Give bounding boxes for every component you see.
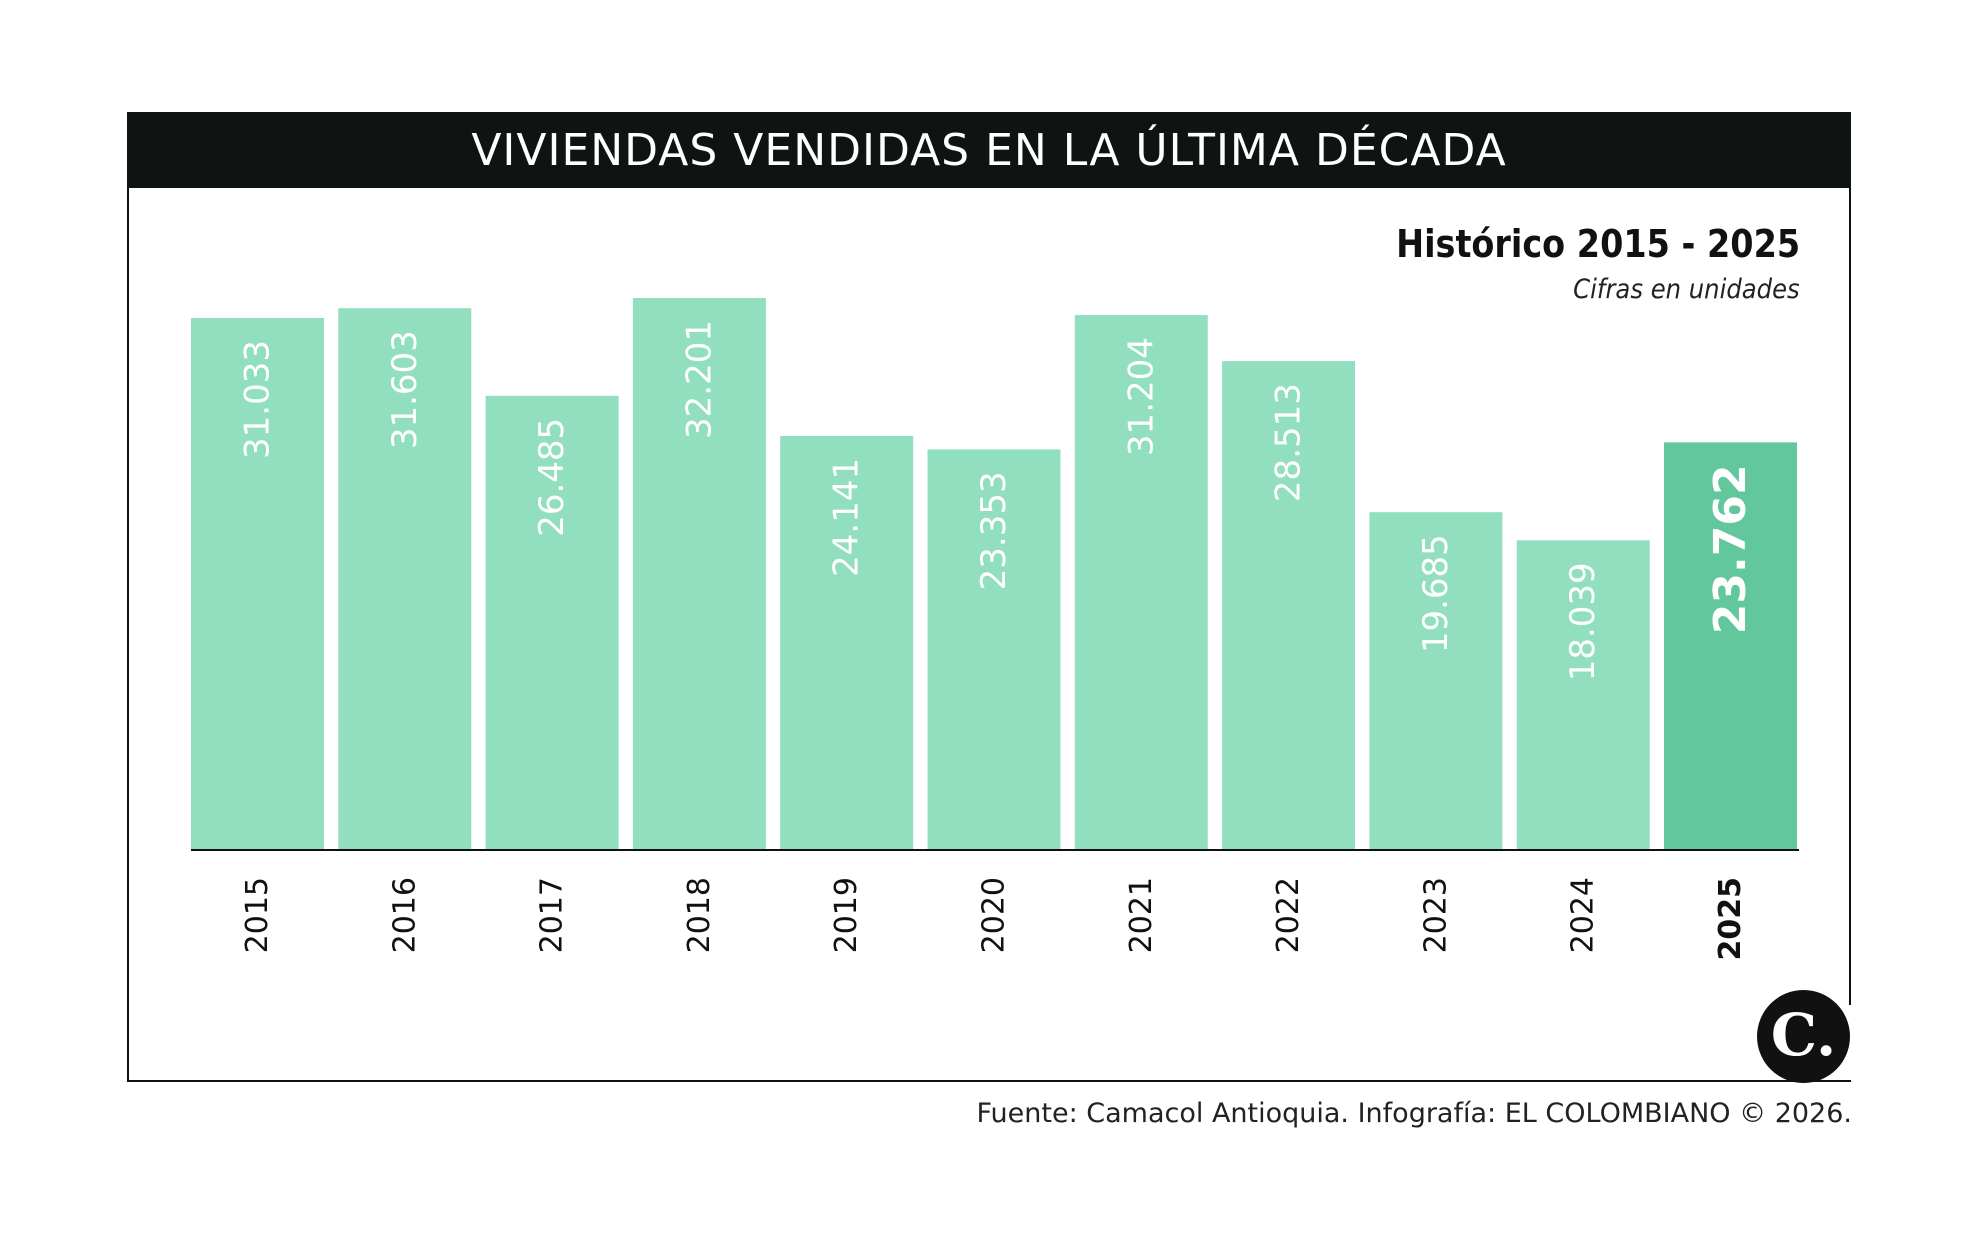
bar-2025 <box>1664 442 1797 849</box>
bar-2019 <box>780 435 914 849</box>
x-tick-label-2016: 2016 <box>387 877 422 953</box>
value-label-2015: 31.033 <box>238 340 278 459</box>
bar-2023 <box>1369 512 1503 849</box>
value-label-2019: 24.141 <box>827 458 867 577</box>
x-tick-label-2018: 2018 <box>682 877 717 953</box>
x-tick-label-2017: 2017 <box>535 877 570 953</box>
x-tick-label-2021: 2021 <box>1124 877 1159 953</box>
x-tick-label-2022: 2022 <box>1271 877 1306 953</box>
value-label-2022: 28.513 <box>1269 383 1309 502</box>
title-bar: VIVIENDAS VENDIDAS EN LA ÚLTIMA DÉCADA <box>127 112 1851 188</box>
value-label-2021: 31.204 <box>1121 337 1161 456</box>
logo-letter: C. <box>1770 1000 1837 1069</box>
value-label-2017: 26.485 <box>532 418 572 537</box>
bar-2021 <box>1074 315 1208 850</box>
chart-subtitle: Histórico 2015 - 2025 <box>1395 222 1800 266</box>
units-note: Cifras en unidades <box>1573 274 1800 305</box>
bars-layer <box>191 298 1797 850</box>
value-labels-layer: 31.033 31.603 26.485 32.201 24.141 23.353 31.2… <box>238 320 1757 681</box>
x-tick-label-2025: 2025 <box>1713 877 1748 961</box>
value-label-2020: 23.353 <box>974 471 1014 590</box>
bar-2017 <box>485 395 619 849</box>
x-tick-label-2015: 2015 <box>240 877 275 953</box>
value-label-2016: 31.603 <box>385 330 425 449</box>
value-label-2024: 18.039 <box>1563 562 1603 681</box>
bar-2018 <box>632 298 766 849</box>
source-credit: Fuente: Camacol Antioquia. Infografía: E… <box>976 1098 1852 1129</box>
value-label-2018: 32.201 <box>679 320 719 439</box>
x-tick-label-2020: 2020 <box>977 877 1012 953</box>
x-tick-label-2019: 2019 <box>829 877 864 953</box>
bar-2022 <box>1222 361 1356 849</box>
value-label-2023: 19.685 <box>1416 534 1456 653</box>
chart-frame-right-edge <box>1849 112 1851 1005</box>
x-tick-label-2024: 2024 <box>1566 877 1601 953</box>
bar-2015 <box>191 318 324 849</box>
x-tick-labels-layer: 2015 2016 2017 2018 2019 2020 2021 2022 2023 2024… <box>240 877 1748 961</box>
x-tick-label-2023: 2023 <box>1418 877 1453 953</box>
bar-2016 <box>338 308 472 849</box>
chart-title: VIVIENDAS VENDIDAS EN LA ÚLTIMA DÉCADA <box>471 124 1507 176</box>
el-colombiano-logo: C. <box>1757 990 1850 1083</box>
value-label-2025: 23.762 <box>1705 464 1756 634</box>
bar-2020 <box>927 449 1061 849</box>
chart-frame <box>127 112 1851 1082</box>
bar-2024 <box>1516 540 1650 849</box>
